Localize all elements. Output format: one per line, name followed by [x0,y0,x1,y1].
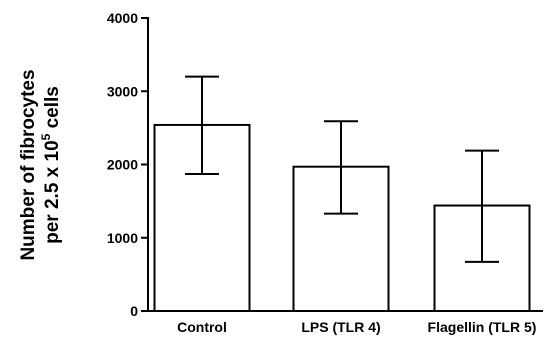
y-tick-label-3000: 3000 [107,83,138,99]
x-tick-label-2: LPS (TLR 4) [301,319,380,335]
y-tick-label-0: 0 [130,303,138,319]
plot-area: Control LPS (TLR 4) Flagellin (TLR 5) 0 1000… [107,10,543,335]
y-tick-label-4000: 4000 [107,10,138,26]
y-axis-title: Number of fibrocytes per 2.5 x 105 cells [18,69,63,260]
x-tick-label-1: Control [177,319,227,335]
y-axis-title-line1: Number of fibrocytes [18,69,39,260]
y-axis-title-line2: per 2.5 x 105 cells [39,86,63,244]
y-axis-title-line2-suffix: cells [42,86,63,134]
y-tick-label-2000: 2000 [107,157,138,173]
y-tick-label-1000: 1000 [107,230,138,246]
y-axis-title-line2-prefix: per 2.5 x 10 [42,140,63,244]
y-axis-title-superscript: 5 [39,133,53,140]
x-tick-label-3: Flagellin (TLR 5) [428,319,537,335]
